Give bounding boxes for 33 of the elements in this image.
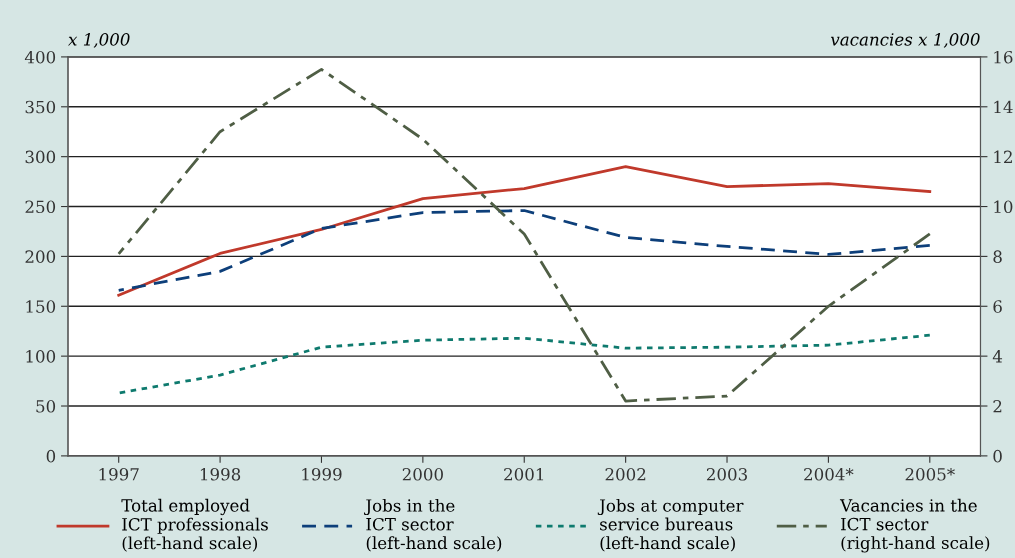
- x-tick-label: 2005*: [905, 467, 955, 481]
- y-axis-title: x 1,000: [68, 33, 130, 48]
- legend-label: Jobs in the ICT sector (left-hand scale): [364, 498, 502, 552]
- y2-tick-label: 0: [993, 449, 1002, 463]
- y-tick-label: 250: [25, 200, 56, 214]
- y-tick-label: 0: [46, 449, 56, 463]
- y-tick-label: 150: [26, 300, 56, 313]
- x-tick-label: 1998: [200, 467, 241, 481]
- y2-tick-label: 4: [992, 350, 1003, 363]
- legend-label: Jobs at computer service bureaus (left-hand scale): [597, 498, 744, 552]
- y2-axis-title: vacancies x 1,000: [830, 33, 980, 48]
- x-tick-label: 2002: [605, 467, 646, 481]
- y-tick-label: 100: [26, 350, 56, 363]
- y2-tick-label: 8: [993, 250, 1002, 263]
- y-tick-label: 350: [25, 100, 56, 114]
- y2-tick-label: 2: [993, 399, 1002, 413]
- y2-tick-label: 6: [993, 300, 1002, 313]
- x-tick-label: 2003: [706, 467, 747, 481]
- x-tick-label: 2001: [504, 467, 544, 481]
- y2-tick-label: 14: [994, 100, 1013, 114]
- y2-tick-label: 10: [994, 200, 1013, 214]
- y2-tick-label: 16: [994, 50, 1013, 64]
- y-tick-label: 50: [36, 399, 56, 413]
- legend-label: Vacancies in the ICT sector (right-hand scale): [839, 498, 990, 553]
- y-tick-label: 200: [25, 250, 56, 263]
- x-tick-label: 1999: [302, 467, 342, 481]
- y-tick-label: 300: [25, 150, 56, 164]
- legend-label: Total employed ICT professionals (left-hand scale): [121, 498, 268, 552]
- y2-tick-label: 12: [994, 150, 1012, 163]
- x-tick-label: 2004*: [804, 467, 854, 481]
- x-tick-label: 2000: [402, 467, 443, 481]
- y-tick-label: 400: [24, 50, 56, 64]
- x-tick-label: 1997: [99, 467, 139, 481]
